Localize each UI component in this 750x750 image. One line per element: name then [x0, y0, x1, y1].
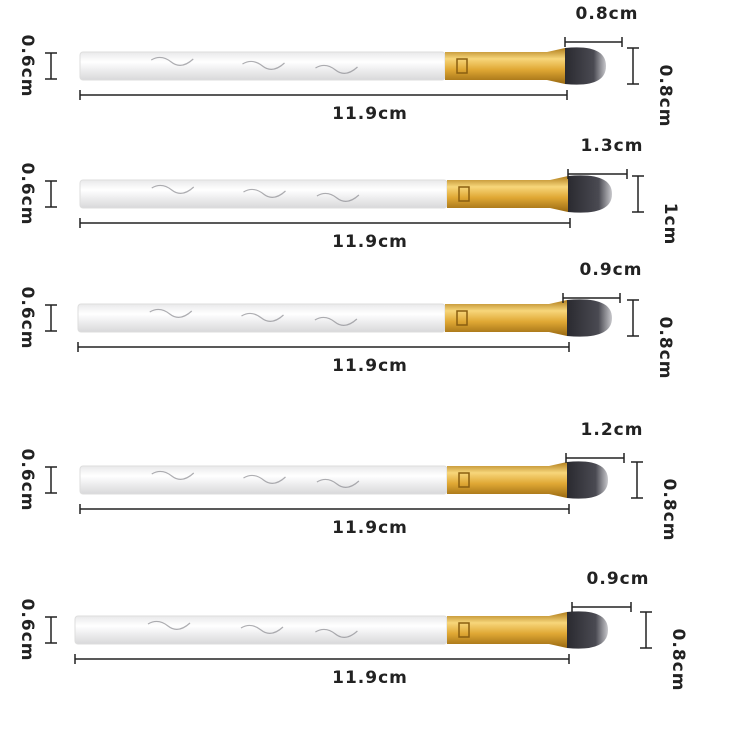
tip-height-label: 0.8cm — [655, 317, 675, 380]
marble-vein — [315, 628, 358, 638]
tip-height-line — [631, 461, 643, 499]
tip-height-line — [627, 47, 639, 85]
marble-vein — [314, 316, 358, 326]
tip-width-line — [571, 602, 632, 612]
ferrule-crimp — [458, 186, 470, 202]
tip-height-line — [632, 175, 644, 213]
tip-height-label: 1cm — [660, 203, 680, 246]
handle-diameter-line — [45, 52, 57, 80]
handle-diameter-line — [45, 180, 57, 208]
marble-vein — [151, 470, 195, 480]
brush-ferrule — [447, 462, 567, 498]
marble-vein — [242, 60, 285, 70]
ferrule-crimp — [458, 472, 470, 488]
brush-bristles — [567, 611, 608, 649]
marble-vein — [151, 184, 195, 194]
handle-diameter-label: 0.6cm — [17, 35, 37, 98]
marble-vein — [243, 474, 286, 484]
brush-ferrule — [447, 612, 567, 648]
tip-height-label: 0.8cm — [659, 479, 679, 542]
length-line — [79, 218, 571, 228]
marble-vein — [243, 188, 286, 198]
length-label: 11.9cm — [332, 232, 408, 252]
tip-width-label: 0.9cm — [580, 260, 643, 280]
marble-vein — [315, 64, 358, 74]
brush-ferrule — [445, 48, 565, 84]
handle-diameter-line — [45, 304, 57, 332]
length-label: 11.9cm — [332, 356, 408, 376]
length-label: 11.9cm — [332, 668, 408, 688]
tip-height-line — [640, 611, 652, 649]
marble-vein — [316, 478, 360, 488]
marble-vein — [149, 308, 193, 318]
tip-height-line — [627, 299, 639, 337]
marble-vein — [147, 620, 191, 630]
marble-vein — [240, 624, 284, 634]
brush-row: 11.9cm 0.9cm 0.6cm 0.8cm — [17, 569, 688, 691]
ferrule-crimp — [456, 310, 468, 326]
brush-row: 11.9cm 0.9cm 0.6cm 0.8cm — [17, 260, 675, 379]
marble-vein — [150, 56, 194, 66]
brush-row: 11.9cm 0.8cm 0.6cm 0.8cm — [17, 4, 675, 127]
tip-width-label: 1.3cm — [581, 136, 644, 156]
handle-diameter-label: 0.6cm — [17, 449, 37, 512]
length-line — [79, 90, 568, 100]
tip-width-line — [565, 453, 625, 463]
brush-bristles — [565, 47, 606, 85]
tip-height-label: 0.8cm — [668, 629, 688, 692]
ferrule-crimp — [456, 58, 468, 74]
tip-height-label: 0.8cm — [655, 65, 675, 128]
brush-row: 11.9cm 1.3cm 0.6cm 1cm — [17, 136, 680, 252]
tip-width-label: 0.9cm — [587, 569, 650, 589]
brush-bristles — [567, 299, 612, 337]
marble-vein — [241, 312, 284, 322]
tip-width-line — [562, 293, 621, 303]
handle-diameter-label: 0.6cm — [17, 599, 37, 662]
handle-diameter-line — [45, 616, 57, 644]
handle-diameter-label: 0.6cm — [17, 287, 37, 350]
length-line — [77, 342, 570, 352]
brush-row: 11.9cm 1.2cm 0.6cm 0.8cm — [17, 420, 679, 541]
length-label: 11.9cm — [332, 518, 408, 538]
handle-diameter-line — [45, 466, 57, 494]
ferrule-crimp — [458, 622, 470, 638]
handle-diameter-label: 0.6cm — [17, 163, 37, 226]
length-line — [79, 504, 570, 514]
tip-width-line — [567, 169, 628, 179]
brush-ferrule — [445, 300, 567, 336]
brush-ferrule — [447, 176, 568, 212]
length-label: 11.9cm — [332, 104, 408, 124]
brush-bristles — [568, 175, 612, 213]
length-line — [74, 654, 570, 664]
marble-vein — [316, 192, 360, 202]
tip-width-label: 1.2cm — [581, 420, 644, 440]
brush-bristles — [567, 461, 608, 499]
tip-width-line — [564, 37, 623, 47]
tip-width-label: 0.8cm — [576, 4, 639, 24]
